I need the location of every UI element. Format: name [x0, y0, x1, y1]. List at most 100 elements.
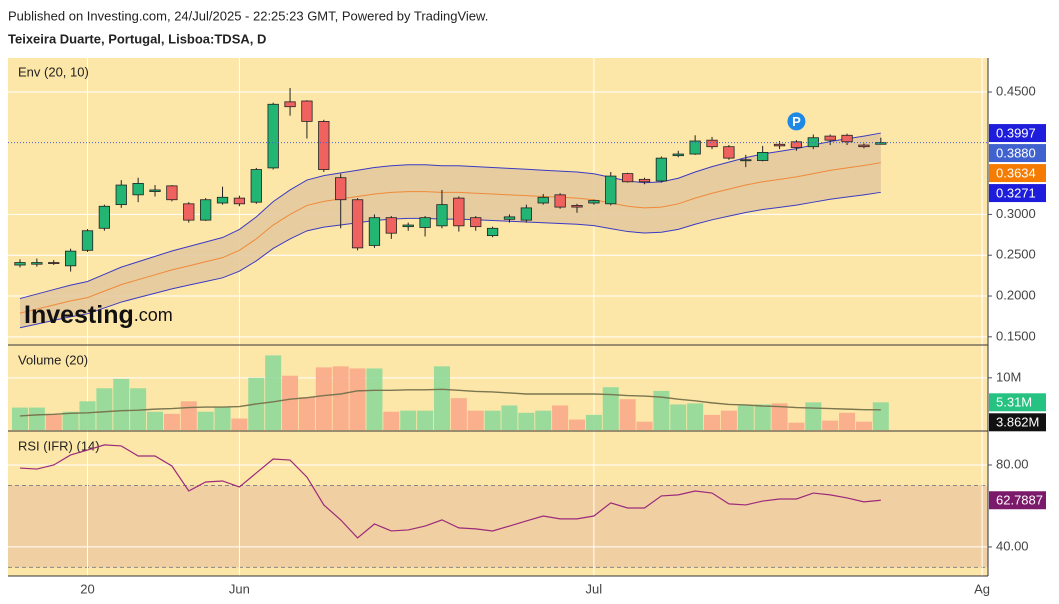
candle-body — [605, 175, 617, 205]
volume-bar — [501, 405, 518, 430]
volume-bar — [96, 388, 113, 430]
value-label: 3.862M — [996, 415, 1039, 430]
volume-bar — [349, 368, 366, 430]
candle-body — [588, 200, 600, 204]
candle-body — [740, 159, 752, 162]
volume-bar — [704, 414, 721, 430]
volume-bar — [197, 411, 214, 430]
volume-bar — [535, 410, 552, 430]
candle-body — [672, 153, 684, 157]
x-tick-label: Ag — [974, 581, 990, 596]
event-marker — [787, 112, 806, 131]
event-marker-label: P — [792, 114, 801, 129]
pane-title: Volume (20) — [18, 352, 88, 367]
candle-body — [571, 205, 583, 208]
volume-bar — [62, 411, 79, 430]
volume-bar — [720, 410, 737, 430]
published-note: Published on Investing.com, 24/Jul/2025 … — [8, 8, 488, 23]
candle-body — [48, 262, 60, 264]
candle-body — [841, 134, 853, 143]
volume-bar — [737, 405, 754, 430]
candle-body — [790, 141, 803, 148]
candle-body — [503, 216, 516, 220]
logo-brand: Investing — [24, 301, 134, 329]
rsi-line — [19, 444, 881, 539]
candle-body — [773, 143, 786, 147]
rsi-band — [8, 485, 988, 568]
candle-body — [233, 197, 246, 205]
candle-body — [284, 101, 296, 108]
candle-body — [98, 205, 111, 229]
value-label-box — [989, 184, 1046, 203]
volume-bar — [11, 407, 29, 430]
candle-body — [183, 203, 195, 221]
candle-body — [166, 185, 178, 201]
volume-bar — [113, 378, 130, 430]
volume-bar — [467, 410, 484, 430]
volume-bar — [636, 421, 653, 430]
volume-bar — [79, 401, 96, 430]
candle-body — [267, 103, 279, 169]
envelope-lower — [19, 191, 881, 329]
value-label-box — [989, 144, 1046, 163]
volume-bar — [687, 403, 704, 430]
candle-body — [318, 121, 330, 170]
value-label-box — [989, 413, 1046, 432]
candle-body — [368, 217, 381, 246]
volume-bar — [45, 414, 62, 430]
candle-body — [419, 217, 431, 228]
volume-bar — [163, 413, 180, 430]
volume-bar — [822, 420, 839, 430]
volume-bar — [433, 366, 450, 430]
y-tick-label: 0.1500 — [996, 328, 1036, 343]
value-label-box — [989, 124, 1046, 143]
y-tick-label: 0.2500 — [996, 247, 1036, 262]
y-tick-label: 10M — [996, 369, 1021, 384]
logo-suffix: .com — [134, 305, 173, 325]
volume-bar — [518, 412, 535, 430]
value-label: 62.7887 — [996, 493, 1043, 508]
volume-bar — [602, 387, 619, 430]
candle-body — [64, 250, 77, 267]
volume-ma — [19, 388, 881, 417]
volume-bar — [805, 402, 822, 430]
volume-bar — [585, 414, 602, 430]
volume-bar — [484, 410, 501, 430]
volume-bar — [568, 419, 586, 430]
volume-bar — [450, 398, 467, 430]
volume-bar — [872, 402, 889, 430]
envelope-fill — [19, 133, 881, 328]
volume-bar — [298, 397, 315, 430]
value-label: 0.3634 — [996, 166, 1036, 181]
candle-body — [470, 217, 482, 228]
volume-bar — [231, 418, 248, 430]
candle-body — [402, 224, 414, 228]
volume-bar — [839, 412, 856, 430]
candle-body — [31, 262, 43, 265]
value-label: 5.31M — [996, 395, 1032, 410]
volume-bar — [315, 367, 332, 430]
candle-body — [858, 144, 870, 148]
volume-bar — [383, 411, 400, 430]
volume-bar — [653, 390, 670, 430]
candle-body — [554, 194, 566, 208]
candle-body — [351, 199, 364, 249]
volume-bar — [771, 403, 788, 430]
y-tick-label: 80.00 — [996, 456, 1029, 471]
volume-bar — [400, 410, 417, 430]
volume-bar — [130, 388, 147, 430]
volume-bar — [417, 410, 434, 430]
y-tick-label: 0.2000 — [996, 287, 1036, 302]
candle-body — [132, 183, 144, 196]
value-label-box — [989, 491, 1046, 510]
volume-bar — [788, 422, 805, 430]
candle-body — [14, 262, 26, 266]
volume-bar — [28, 407, 45, 430]
candle-body — [115, 184, 127, 206]
candle-body — [723, 146, 735, 159]
candle-body — [875, 142, 887, 145]
value-label: 0.3880 — [996, 146, 1036, 161]
candle-body — [335, 177, 347, 201]
candle-body — [216, 196, 229, 204]
